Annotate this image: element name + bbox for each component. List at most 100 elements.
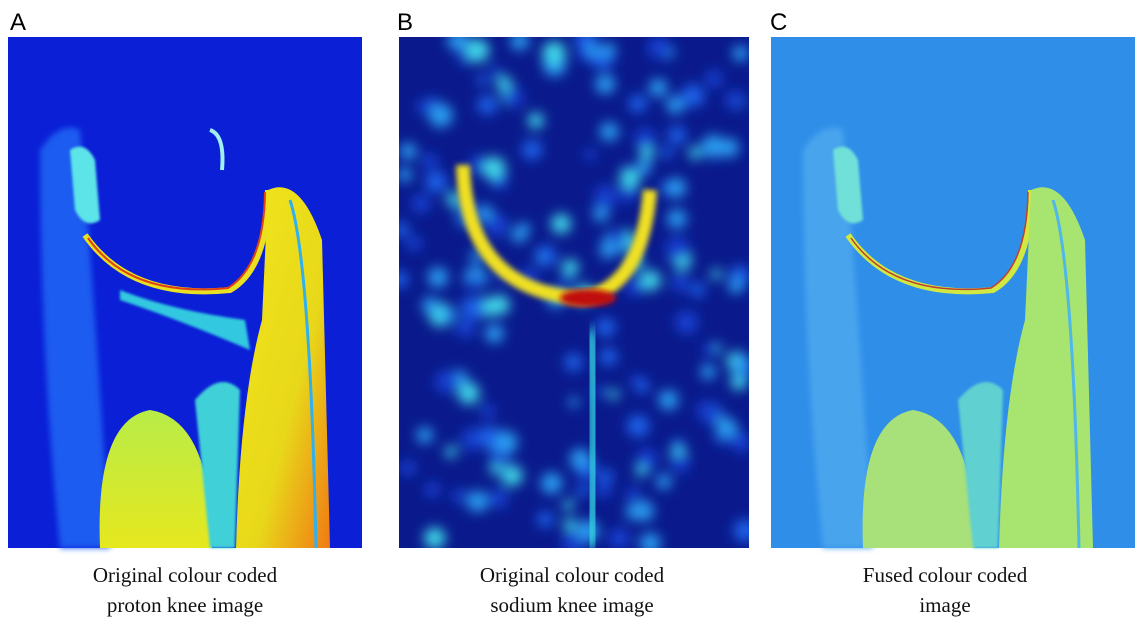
noise-blob — [690, 282, 705, 298]
noise-blob — [700, 364, 716, 380]
noise-blob — [421, 297, 439, 314]
noise-blob — [465, 38, 490, 63]
noise-blob — [673, 276, 689, 293]
noise-blob — [468, 155, 487, 174]
noise-blob — [400, 460, 416, 476]
noise-blob — [626, 414, 650, 438]
noise-blob — [647, 37, 671, 59]
noise-blob — [634, 127, 656, 150]
noise-blob — [461, 296, 484, 320]
noise-blob — [636, 448, 658, 470]
caption-line: image — [919, 593, 970, 617]
noise-blob — [675, 128, 687, 140]
noise-blob — [427, 267, 449, 288]
noise-blob — [425, 170, 447, 193]
noise-blob — [435, 370, 458, 394]
noise-blob — [424, 527, 446, 548]
sodium-image — [399, 37, 749, 548]
noise-blob — [564, 353, 583, 372]
noise-blob — [561, 259, 579, 277]
noise-blob — [665, 177, 687, 198]
noise-blob — [447, 37, 469, 51]
noise-blob — [511, 227, 527, 243]
noise-blob — [477, 74, 489, 86]
noise-blob — [725, 90, 745, 110]
noise-blob — [468, 276, 482, 290]
noise-blob — [569, 448, 591, 470]
caption-line: Original colour coded — [93, 563, 278, 587]
noise-blob — [701, 134, 725, 159]
noise-blob — [610, 229, 627, 246]
noise-blob — [594, 185, 618, 209]
noise-blob — [640, 270, 661, 291]
noise-blob — [716, 417, 738, 439]
noise-blob — [494, 431, 518, 454]
noise-blob — [660, 146, 673, 159]
noise-blob — [697, 400, 715, 419]
noise-blob — [510, 37, 529, 51]
noise-blob — [406, 235, 422, 251]
panel-label: B — [397, 9, 413, 36]
noise-blob — [608, 389, 619, 400]
noise-blob — [599, 347, 618, 366]
noise-blob — [576, 483, 590, 497]
noise-blob — [599, 122, 619, 142]
noise-blob — [624, 276, 644, 297]
noise-blob — [658, 390, 679, 410]
noise-blob — [670, 453, 690, 473]
noise-blob — [541, 249, 553, 261]
noise-blob — [476, 204, 494, 222]
noise-blob — [675, 310, 699, 334]
noise-blob — [489, 65, 502, 78]
noise-blob — [688, 146, 702, 160]
noise-blob — [416, 99, 431, 114]
noise-blob — [730, 432, 749, 453]
noise-blob — [732, 45, 749, 62]
noise-blob — [608, 528, 630, 548]
noise-blob — [416, 427, 433, 444]
noise-blob — [482, 156, 506, 180]
fused-image — [771, 37, 1135, 549]
noise-blob — [537, 511, 554, 528]
noise-blob — [485, 213, 509, 237]
caption-line: Fused colour coded — [863, 563, 1028, 587]
noise-blob — [489, 463, 502, 475]
panel-label: C — [770, 9, 787, 36]
noise-blob — [461, 428, 484, 451]
noise-blob — [528, 112, 544, 129]
noise-blob — [560, 275, 573, 288]
caption-line: proton knee image — [107, 593, 263, 617]
noise-blob — [733, 519, 749, 543]
noise-blob — [501, 465, 523, 486]
noise-blob — [720, 138, 739, 158]
noise-blob — [599, 242, 616, 259]
noise-blob — [667, 209, 687, 229]
noise-blob — [710, 268, 722, 280]
noise-blob — [489, 294, 510, 316]
noise-blob — [703, 343, 717, 357]
noise-blob — [563, 518, 577, 532]
noise-blob — [457, 382, 480, 405]
noise-blob — [633, 500, 654, 522]
noise-blob — [411, 194, 431, 213]
noise-blob — [424, 482, 440, 498]
noise-blob — [399, 221, 409, 238]
noise-blob — [595, 74, 616, 94]
noise-blob — [399, 270, 409, 288]
noise-blob — [466, 490, 489, 512]
noise-blob — [600, 42, 616, 58]
noise-blob — [441, 307, 457, 322]
noise-blob — [399, 142, 417, 160]
panel-label: A — [10, 9, 26, 36]
noise-blob — [540, 472, 563, 495]
noise-blob — [626, 487, 641, 502]
proton-image — [8, 37, 362, 549]
noise-blob — [648, 78, 668, 97]
noise-blob — [445, 446, 457, 458]
noise-blob — [681, 84, 705, 108]
noise-blob — [628, 94, 647, 113]
noise-blob — [542, 41, 566, 65]
noise-blob — [728, 278, 744, 294]
